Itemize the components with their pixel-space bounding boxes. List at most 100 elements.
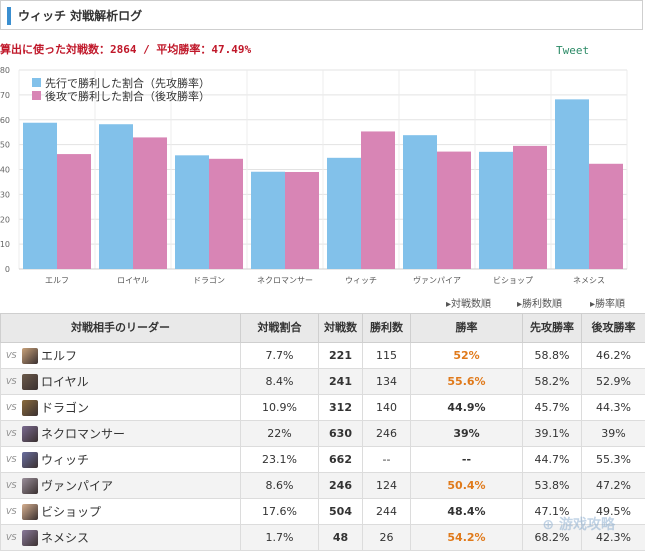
col-header-games[interactable]: 対戦数 — [319, 314, 363, 343]
col-header-ratio[interactable]: 対戦割合 — [241, 314, 319, 343]
games-cell: 662 — [319, 447, 363, 473]
wins-cell: 244 — [363, 499, 411, 525]
winrate-bar-chart: 01020304050607080エルフロイヤルドラゴンネクロマンサーウィッチヴ… — [0, 62, 645, 292]
bar-second-winrate — [513, 146, 547, 269]
first-winrate-cell: 53.8% — [523, 473, 582, 499]
page-title: ウィッチ 対戦解析ログ — [18, 7, 142, 24]
games-cell: 241 — [319, 369, 363, 395]
leader-name: エルフ — [41, 349, 77, 363]
bar-first-winrate — [327, 158, 361, 269]
legend-label-first: 先行で勝利した割合（先攻勝率） — [45, 76, 210, 90]
wins-cell: 124 — [363, 473, 411, 499]
bar-first-winrate — [99, 124, 133, 269]
sort-by-wins-link[interactable]: ▸勝利数順 — [517, 295, 562, 310]
x-tick-label: ビショップ — [493, 276, 533, 285]
games-cell: 504 — [319, 499, 363, 525]
x-tick-label: ネメシス — [573, 276, 605, 285]
bar-second-winrate — [589, 164, 623, 269]
second-winrate-cell: 46.2% — [582, 343, 645, 369]
vs-label: VS — [6, 403, 22, 412]
col-header-winrate[interactable]: 勝率 — [411, 314, 523, 343]
vs-label: VS — [6, 533, 22, 542]
legend-swatch-first — [32, 78, 41, 87]
vs-label: VS — [6, 351, 22, 360]
ratio-cell: 8.4% — [241, 369, 319, 395]
first-winrate-cell: 45.7% — [523, 395, 582, 421]
winrate-cell: 55.6% — [411, 369, 523, 395]
sort-by-games-link[interactable]: ▸対戦数順 — [446, 295, 491, 310]
winrate-cell: -- — [411, 447, 523, 473]
vs-label: VS — [6, 481, 22, 490]
match-summary: 算出に使った対戦数：2864 / 平均勝率：47.49% — [0, 41, 251, 57]
bar-second-winrate — [285, 172, 319, 269]
y-tick-label: 10 — [0, 240, 10, 249]
x-tick-label: ドラゴン — [193, 275, 225, 285]
col-header-second-winrate[interactable]: 後攻勝率 — [582, 314, 645, 343]
wins-cell: 134 — [363, 369, 411, 395]
leader-name: ネクロマンサー — [41, 427, 125, 441]
col-header-first-winrate[interactable]: 先攻勝率 — [523, 314, 582, 343]
winrate-cell: 39% — [411, 421, 523, 447]
y-tick-label: 40 — [0, 166, 10, 175]
leader-name: ビショップ — [41, 505, 101, 519]
y-tick-label: 80 — [0, 66, 10, 75]
y-tick-label: 0 — [5, 265, 10, 274]
leader-name: ドラゴン — [41, 401, 89, 415]
wins-cell: -- — [363, 447, 411, 473]
second-winrate-cell: 39% — [582, 421, 645, 447]
dragon-avatar-icon — [22, 400, 38, 416]
nemesis-avatar-icon — [22, 530, 38, 546]
games-cell: 221 — [319, 343, 363, 369]
elf-avatar-icon — [22, 348, 38, 364]
page-header: ウィッチ 対戦解析ログ — [0, 0, 643, 30]
ratio-cell: 17.6% — [241, 499, 319, 525]
necromancer-avatar-icon — [22, 426, 38, 442]
second-winrate-cell: 47.2% — [582, 473, 645, 499]
bar-first-winrate — [251, 172, 285, 269]
col-header-wins[interactable]: 勝利数 — [363, 314, 411, 343]
witch-avatar-icon — [22, 452, 38, 468]
games-cell: 48 — [319, 525, 363, 551]
wins-cell: 115 — [363, 343, 411, 369]
first-winrate-cell: 44.7% — [523, 447, 582, 473]
tweet-link[interactable]: Tweet — [556, 44, 589, 57]
bar-second-winrate — [57, 154, 91, 269]
title-accent-bar — [7, 7, 11, 25]
leader-cell: VS エルフ — [1, 343, 241, 369]
sort-by-winrate-link[interactable]: ▸勝率順 — [590, 295, 625, 310]
first-winrate-cell: 58.8% — [523, 343, 582, 369]
winrate-cell: 54.2% — [411, 525, 523, 551]
y-tick-label: 50 — [0, 141, 10, 150]
leader-name: ネメシス — [41, 531, 89, 545]
bar-first-winrate — [555, 99, 589, 269]
wins-cell: 26 — [363, 525, 411, 551]
x-tick-label: ネクロマンサー — [257, 276, 313, 285]
legend-swatch-second — [32, 91, 41, 100]
vs-label: VS — [6, 377, 22, 386]
winrate-cell: 52% — [411, 343, 523, 369]
ratio-cell: 10.9% — [241, 395, 319, 421]
games-cell: 246 — [319, 473, 363, 499]
bishop-avatar-icon — [22, 504, 38, 520]
vs-label: VS — [6, 455, 22, 464]
ratio-cell: 23.1% — [241, 447, 319, 473]
games-cell: 312 — [319, 395, 363, 421]
ratio-cell: 22% — [241, 421, 319, 447]
leader-name: ウィッチ — [41, 453, 89, 467]
col-header-leader[interactable]: 対戦相手のリーダー — [1, 314, 241, 343]
leader-cell: VS ウィッチ — [1, 447, 241, 473]
first-winrate-cell: 58.2% — [523, 369, 582, 395]
table-header-row: 対戦相手のリーダー 対戦割合 対戦数 勝利数 勝率 先攻勝率 後攻勝率 — [1, 314, 645, 343]
winrate-cell: 50.4% — [411, 473, 523, 499]
wins-cell: 140 — [363, 395, 411, 421]
ratio-cell: 1.7% — [241, 525, 319, 551]
bar-second-winrate — [209, 159, 243, 269]
winrate-cell: 48.4% — [411, 499, 523, 525]
y-tick-label: 70 — [0, 91, 10, 100]
winrate-cell: 44.9% — [411, 395, 523, 421]
